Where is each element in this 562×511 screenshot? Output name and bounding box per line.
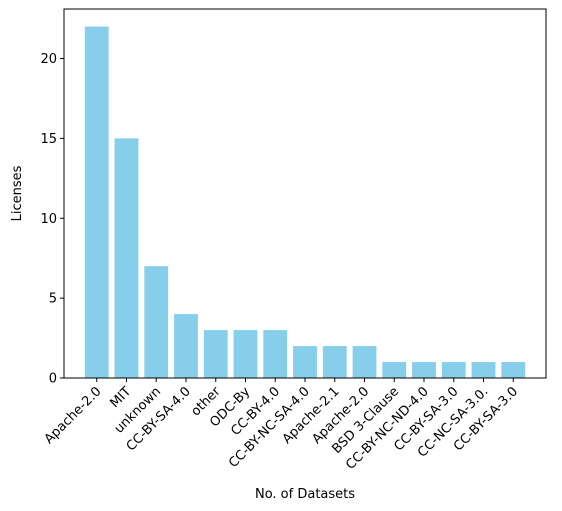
x-axis-label: No. of Datasets	[255, 487, 355, 502]
bar-2	[144, 266, 169, 378]
bar-6	[263, 330, 288, 378]
bar-14	[501, 362, 526, 378]
x-axis-ticks: Apache-2.0 MITunknownCC-BY-SA-4.0otherODC…	[42, 378, 521, 473]
y-axis-ticks: 0 5 10 15 20	[40, 52, 64, 387]
y-tick-label: 20	[40, 52, 57, 67]
bar-0	[84, 26, 109, 378]
bar-1	[114, 138, 139, 378]
bar-5	[233, 330, 258, 378]
bar-8	[322, 346, 347, 378]
y-tick-label: 15	[40, 132, 57, 147]
y-tick-label: 5	[49, 292, 57, 307]
bar-9	[352, 346, 377, 378]
bar-11	[412, 362, 436, 378]
bar-3	[174, 314, 198, 378]
y-tick-label: 10	[40, 212, 57, 227]
y-axis-label: Licenses	[10, 165, 25, 221]
bars-group	[84, 26, 526, 378]
bar-10	[382, 362, 407, 378]
x-tick-label: Apache-2.0	[42, 384, 105, 447]
bar-4	[203, 330, 228, 378]
bar-12	[441, 362, 466, 378]
bar-13	[471, 362, 496, 378]
y-tick-label: 0	[49, 372, 57, 387]
bar-7	[293, 346, 317, 378]
